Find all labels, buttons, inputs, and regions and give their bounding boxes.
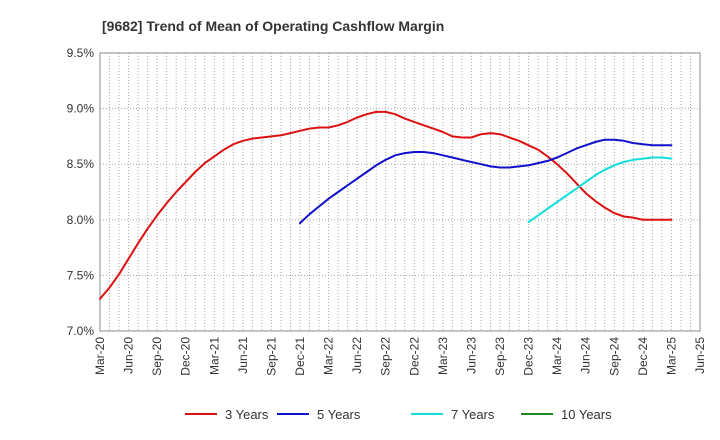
series-layer bbox=[99, 110, 673, 300]
x-tick-label: Dec-20 bbox=[179, 337, 193, 376]
series-line-3-years bbox=[99, 110, 673, 300]
legend-item-10-years: 10 Years bbox=[521, 407, 612, 422]
chart-title: [9682] Trend of Mean of Operating Cashfl… bbox=[102, 18, 444, 34]
x-tick-label: Mar-21 bbox=[207, 337, 221, 375]
legend-label: 5 Years bbox=[317, 407, 361, 422]
x-tick-label: Mar-20 bbox=[93, 337, 107, 375]
x-tick-label: Sep-22 bbox=[379, 337, 393, 376]
x-tick-label: Mar-23 bbox=[436, 337, 450, 375]
x-tick-label: Jun-24 bbox=[579, 337, 593, 374]
legend-item-5-years: 5 Years bbox=[277, 407, 361, 422]
x-tick-label: Jun-25 bbox=[693, 337, 707, 374]
legend-label: 10 Years bbox=[561, 407, 612, 422]
plot-frame bbox=[100, 53, 700, 331]
y-tick-label: 8.0% bbox=[67, 213, 95, 227]
x-tick-label: Jun-23 bbox=[464, 337, 478, 374]
x-tick-label: Mar-22 bbox=[322, 337, 336, 375]
y-tick-label: 9.0% bbox=[67, 102, 95, 116]
legend-item-3-years: 3 Years bbox=[185, 407, 269, 422]
x-tick-label: Mar-24 bbox=[550, 337, 564, 375]
y-tick-label: 7.0% bbox=[67, 324, 95, 338]
y-tick-label: 8.5% bbox=[67, 157, 95, 171]
axes bbox=[99, 52, 701, 332]
legend-label: 7 Years bbox=[451, 407, 495, 422]
grid bbox=[99, 52, 701, 332]
y-tick-label: 7.5% bbox=[67, 268, 95, 282]
series-line-7-years bbox=[527, 156, 673, 223]
x-tick-label: Jun-21 bbox=[236, 337, 250, 374]
x-tick-label: Mar-25 bbox=[664, 337, 678, 375]
x-tick-label: Dec-21 bbox=[293, 337, 307, 376]
x-tick-label: Sep-20 bbox=[150, 337, 164, 376]
x-tick-label: Sep-24 bbox=[607, 337, 621, 376]
x-tick-label: Jun-20 bbox=[122, 337, 136, 374]
x-tick-label: Sep-21 bbox=[264, 337, 278, 376]
axes-border bbox=[99, 52, 701, 332]
y-tick-labels: 7.0% 7.5% 8.0% 8.5% 9.0% 9.5% bbox=[67, 46, 95, 338]
x-tick-label: Jun-22 bbox=[350, 337, 364, 374]
y-tick-label: 9.5% bbox=[67, 46, 95, 60]
legend-label: 3 Years bbox=[225, 407, 269, 422]
x-tick-label: Dec-23 bbox=[522, 337, 536, 376]
legend: 3 Years 5 Years 7 Years 10 Years bbox=[185, 407, 612, 422]
plot-area bbox=[99, 52, 701, 332]
x-tick-label: Sep-23 bbox=[493, 337, 507, 376]
x-tick-labels: Mar-20 Jun-20 Sep-20 Dec-20 Mar-21 Jun-21 Sep-… bbox=[93, 337, 707, 376]
series-line-5-years bbox=[299, 138, 673, 225]
x-tick-label: Dec-22 bbox=[407, 337, 421, 376]
x-tick-label: Dec-24 bbox=[636, 337, 650, 376]
legend-item-7-years: 7 Years bbox=[411, 407, 495, 422]
